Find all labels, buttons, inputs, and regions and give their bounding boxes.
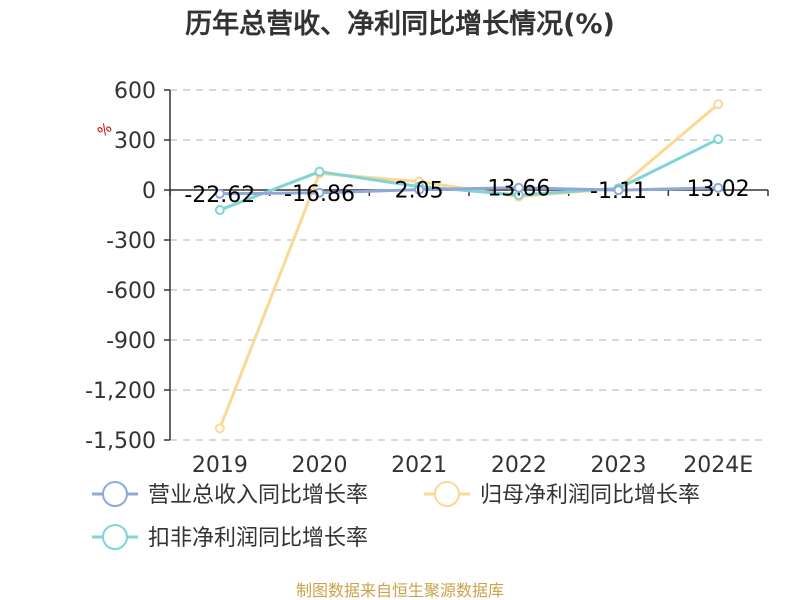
y-tick-label: -600 <box>106 279 156 304</box>
axes <box>169 90 768 440</box>
y-axis-ticks: 600 300 0 -300 -600 -900 -1,200 -1,500 <box>85 79 170 454</box>
chart-title: 历年总营收、净利同比增长情况(%) <box>185 8 615 40</box>
grid-lines <box>170 89 768 441</box>
y-tick-label: 300 <box>114 129 156 154</box>
legend-item[interactable]: 营业总收入同比增长率 <box>92 481 368 508</box>
data-point <box>713 182 724 193</box>
data-point <box>214 423 225 434</box>
legend-label: 扣非净利润同比增长率 <box>148 526 368 551</box>
y-tick-label: 0 <box>142 179 156 204</box>
x-tick-label: 2023 <box>591 453 647 478</box>
source-note: 制图数据来自恒生聚源数据库 <box>296 581 504 600</box>
series-line <box>218 103 720 429</box>
y-unit-label: % <box>95 120 115 141</box>
x-tick-label: 2022 <box>491 453 547 478</box>
x-tick-label: 2024E <box>683 453 753 478</box>
x-axis-ticks: 2019 2020 2021 2022 2023 2024E <box>169 190 769 478</box>
data-point <box>713 99 724 110</box>
data-label: -22.62 <box>184 183 255 208</box>
legend-label: 营业总收入同比增长率 <box>148 483 368 508</box>
data-point <box>314 187 325 198</box>
data-point <box>314 166 325 177</box>
data-point <box>214 188 225 199</box>
legend-marker <box>102 481 128 507</box>
data-point <box>713 134 724 145</box>
x-tick-label: 2019 <box>192 453 248 478</box>
data-label: -16.86 <box>284 182 355 207</box>
y-tick-label: -300 <box>106 229 156 254</box>
x-tick-label: 2021 <box>391 453 447 478</box>
legend-marker <box>434 481 460 507</box>
legend-item[interactable]: 归母净利润同比增长率 <box>424 481 700 508</box>
y-tick-label: -1,500 <box>85 429 156 454</box>
data-point <box>214 205 225 215</box>
data-point <box>613 185 624 196</box>
x-tick-label: 2020 <box>292 453 348 478</box>
data-label: 2.05 <box>395 179 444 204</box>
data-point <box>414 184 425 195</box>
legend-label: 归母净利润同比增长率 <box>480 483 700 508</box>
data-label: 13.02 <box>687 177 750 202</box>
y-tick-label: -1,200 <box>85 379 156 404</box>
y-tick-label: -900 <box>106 329 156 354</box>
y-tick-label: 600 <box>114 79 156 104</box>
data-label: -1.11 <box>590 179 647 204</box>
data-labels: -22.62 -16.86 2.05 13.66 -1.11 13.02 <box>184 177 749 208</box>
series-line <box>219 186 719 196</box>
data-point <box>513 182 524 193</box>
data-label: 13.66 <box>487 177 550 202</box>
legend-item[interactable]: 扣非净利润同比增长率 <box>92 524 368 551</box>
legend-marker <box>102 524 128 550</box>
series-line <box>219 137 719 212</box>
series-group <box>214 99 724 434</box>
